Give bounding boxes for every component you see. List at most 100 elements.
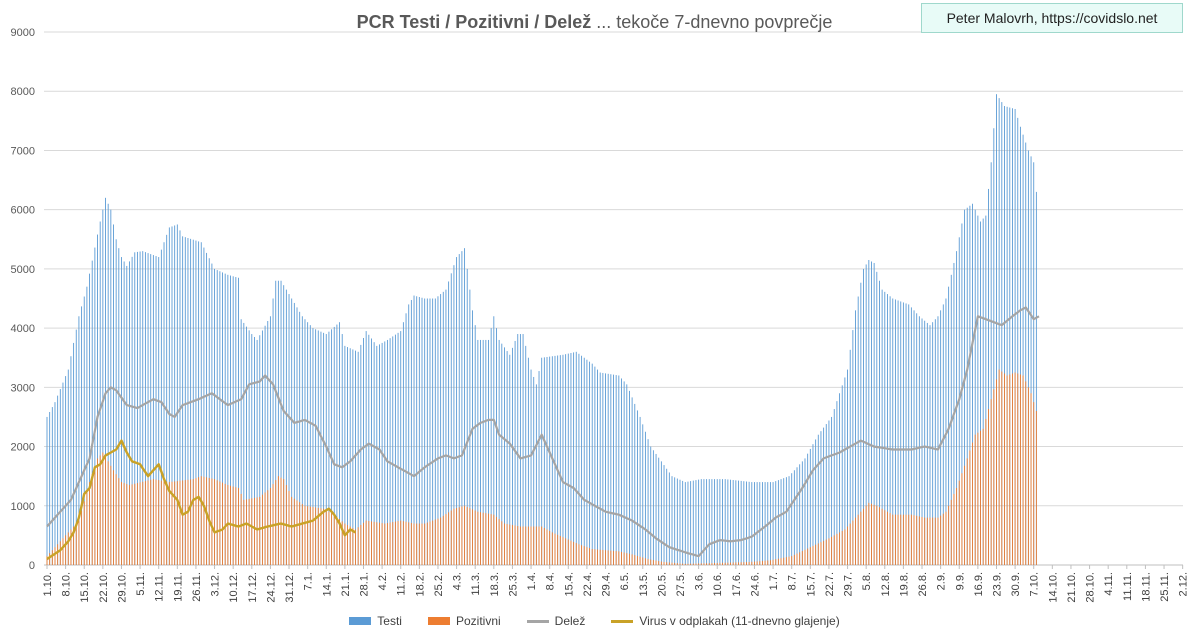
- bar-testi: [466, 268, 468, 565]
- bar-testi: [99, 221, 101, 565]
- bar-testi: [147, 253, 149, 565]
- bar-pozitivni: [610, 550, 612, 565]
- bar-pozitivni: [490, 514, 492, 565]
- bar-pozitivni: [123, 483, 125, 565]
- bar-testi: [267, 321, 269, 565]
- bar-testi: [349, 348, 351, 565]
- legend-swatch-testi: [349, 617, 372, 625]
- x-tick-label: 18.2.: [414, 572, 426, 596]
- bar-pozitivni: [416, 523, 418, 565]
- bar-pozitivni: [216, 480, 218, 565]
- bar-testi: [554, 355, 556, 565]
- legend-label-virus: Virus v odplakah (11-dnevno glajenje): [639, 614, 840, 628]
- bar-pozitivni: [809, 547, 811, 565]
- bar-pozitivni: [277, 476, 279, 565]
- bar-pozitivni: [716, 562, 718, 565]
- bar-pozitivni: [950, 499, 952, 565]
- bar-testi: [320, 331, 322, 565]
- bar-testi: [711, 479, 713, 565]
- bar-testi: [708, 479, 710, 565]
- bar-pozitivni: [626, 553, 628, 565]
- bar-testi: [203, 247, 205, 565]
- bar-pozitivni: [881, 508, 883, 565]
- bar-testi: [152, 255, 154, 565]
- title-bold: PCR Testi / Pozitivni / Delež: [356, 12, 592, 32]
- bar-testi: [195, 240, 197, 566]
- bar-pozitivni: [812, 545, 814, 565]
- bar-pozitivni: [275, 480, 277, 565]
- bar-testi: [990, 162, 992, 566]
- bar-pozitivni: [182, 480, 184, 565]
- bar-pozitivni: [312, 507, 314, 565]
- bar-pozitivni: [1017, 373, 1019, 565]
- bar-testi: [150, 254, 152, 566]
- x-tick-label: 15.4.: [563, 572, 575, 596]
- bar-pozitivni: [198, 477, 200, 565]
- bar-testi: [504, 347, 505, 565]
- bar-testi: [799, 464, 801, 565]
- bar-testi: [884, 291, 886, 565]
- bar-testi: [998, 98, 1000, 566]
- bar-testi: [70, 356, 72, 565]
- bar-pozitivni: [280, 477, 282, 565]
- bar-testi: [222, 272, 223, 565]
- bar-pozitivni: [525, 526, 527, 565]
- bar-testi: [847, 369, 848, 565]
- bar-pozitivni: [913, 515, 915, 565]
- bar-pozitivni: [397, 521, 399, 565]
- bar-testi: [1006, 106, 1008, 565]
- bar-pozitivni: [126, 484, 128, 565]
- bar-pozitivni: [631, 554, 633, 565]
- bar-pozitivni: [158, 480, 160, 565]
- bar-testi: [115, 239, 117, 565]
- bar-pozitivni: [464, 505, 466, 565]
- bar-testi: [942, 304, 944, 565]
- bar-pozitivni: [442, 515, 444, 565]
- bar-testi: [243, 322, 245, 565]
- bar-testi: [863, 268, 864, 565]
- x-tick-label: 18.11.: [1140, 572, 1152, 602]
- bar-pozitivni: [942, 513, 944, 565]
- bar-testi: [254, 336, 255, 565]
- bar-pozitivni: [905, 514, 907, 565]
- bar-testi: [1030, 156, 1032, 565]
- bar-pozitivni: [706, 563, 708, 565]
- bar-pozitivni: [115, 474, 117, 565]
- bar-pozitivni: [296, 500, 298, 565]
- bar-testi: [126, 265, 128, 565]
- bar-pozitivni: [94, 466, 96, 565]
- bar-testi: [703, 479, 705, 565]
- bar-pozitivni: [171, 481, 173, 565]
- bar-pozitivni: [719, 562, 721, 565]
- bar-testi: [865, 264, 867, 565]
- bar-pozitivni: [849, 523, 851, 565]
- bar-pozitivni: [644, 558, 646, 565]
- bar-pozitivni: [530, 526, 532, 565]
- bar-testi: [81, 306, 83, 565]
- bar-testi: [386, 339, 388, 565]
- x-tick-label: 2.9.: [936, 572, 948, 590]
- bar-testi: [432, 298, 434, 565]
- bar-testi: [408, 304, 410, 565]
- bar-testi: [485, 339, 487, 565]
- x-tick-label: 1.4.: [526, 572, 538, 590]
- bar-pozitivni: [437, 518, 439, 565]
- bar-pozitivni: [349, 526, 351, 565]
- bar-testi: [418, 297, 420, 565]
- bar-testi: [562, 354, 564, 565]
- bar-testi: [886, 294, 888, 565]
- bar-testi: [493, 316, 495, 565]
- x-tick-label: 27.5.: [675, 572, 687, 596]
- bar-testi: [599, 372, 601, 565]
- x-tick-label: 5.8.: [861, 572, 873, 590]
- bar-pozitivni: [711, 563, 713, 565]
- bar-testi: [543, 357, 545, 565]
- x-tick-label: 7.10.: [1029, 572, 1041, 596]
- bar-testi: [833, 409, 835, 565]
- bar-testi: [488, 339, 489, 565]
- bar-testi: [631, 397, 633, 565]
- bar-pozitivni: [546, 529, 548, 565]
- bar-testi: [139, 251, 141, 566]
- bar-pozitivni: [118, 478, 120, 565]
- bar-testi: [240, 319, 242, 565]
